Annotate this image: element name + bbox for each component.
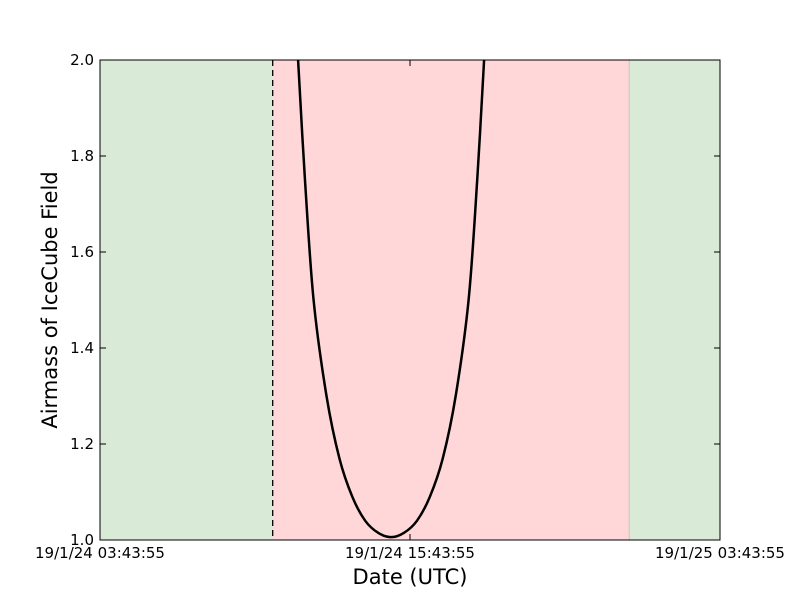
shaded-region-1 <box>272 60 630 540</box>
y-tick-label: 1.0 <box>70 531 94 549</box>
series-line-0 <box>296 60 486 539</box>
y-axis-label: Airmass of IceCube Field <box>38 171 62 428</box>
x-tick-label: 19/1/24 03:43:55 <box>35 544 165 562</box>
x-tick-label: 19/1/25 03:43:55 <box>655 544 785 562</box>
y-tick-label: 1.8 <box>70 147 94 165</box>
y-tick-label: 2.0 <box>70 51 94 69</box>
y-tick-label: 1.4 <box>70 339 94 357</box>
x-axis-label: Date (UTC) <box>353 565 468 589</box>
shaded-region-0 <box>100 60 273 540</box>
shaded-region-2 <box>629 60 720 540</box>
series-lines <box>296 60 486 539</box>
x-tick-label: 19/1/24 15:43:55 <box>345 544 475 562</box>
shaded-regions <box>100 60 720 540</box>
y-tick-label: 1.6 <box>70 243 94 261</box>
axis-ticks: 1.0 1.2 1.4 1.6 1.8 2.0 19/1/24 03:43:55 19/1/2… <box>35 51 785 562</box>
y-tick-label: 1.2 <box>70 435 94 453</box>
